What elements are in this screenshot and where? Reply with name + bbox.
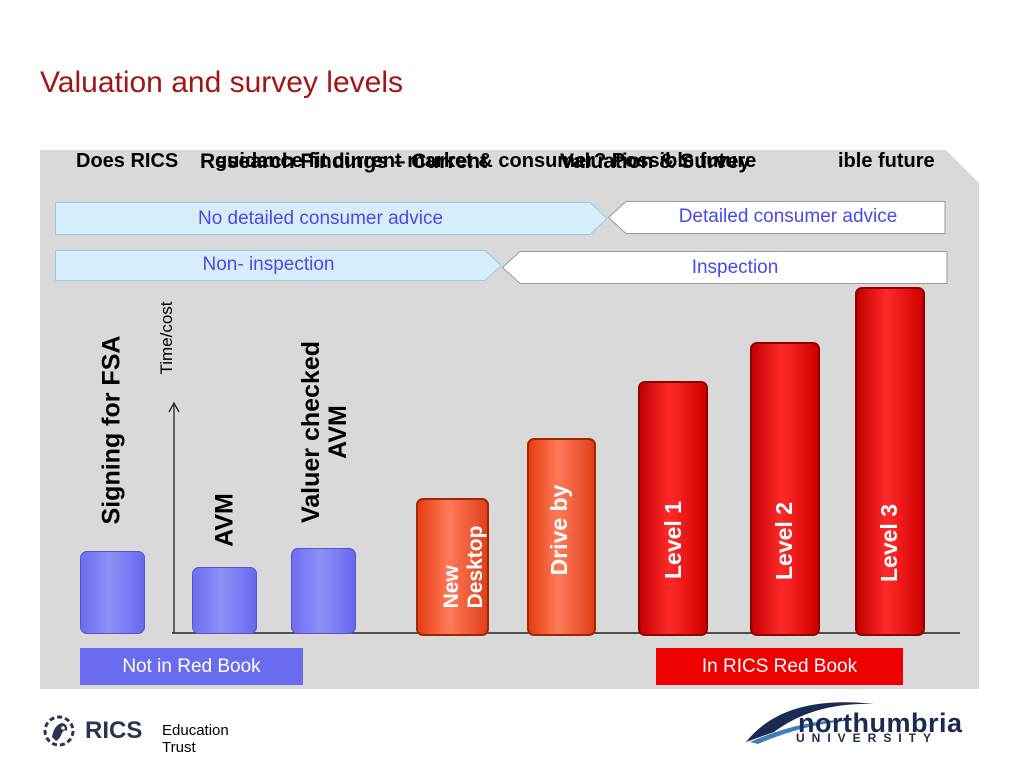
label-avm: AVM (210, 493, 239, 547)
label-signing-fsa: Signing for FSA (97, 335, 126, 525)
bar-valuer-checked-avm (291, 548, 356, 634)
label-desktop-line1: New (440, 565, 463, 609)
university-wordmark: UNIVERSITY (796, 731, 939, 745)
rics-wordmark: RICS (85, 717, 143, 744)
in-rics-red-book-box: In RICS Red Book (656, 648, 903, 685)
label-valuer-line2: AVM (324, 405, 352, 459)
label-new-desktop: New Desktop (440, 526, 488, 609)
label-level-2: Level 2 (771, 502, 797, 580)
no-advice-arrow: No detailed consumer advice (55, 202, 608, 235)
bar-level-3 (855, 287, 925, 636)
header-left-text: Does RICS (76, 150, 179, 172)
header-overlap-research: Research Findings – Current (200, 150, 488, 173)
header-overlap-guidance: guidance fit current market & consumer? … (215, 150, 757, 172)
slide-title: Valuation and survey levels (40, 66, 403, 99)
inspection-arrow: Inspection (501, 251, 948, 284)
non-inspection-label: Non- inspection (202, 254, 335, 275)
bar-drive-by (527, 438, 596, 636)
non-inspection-arrow: Non- inspection (55, 250, 502, 281)
label-desktop-line2: Desktop (464, 525, 487, 609)
axis-label-time-cost: Time/cost (157, 301, 176, 375)
label-level-1: Level 1 (660, 501, 686, 579)
bar-new-desktop (416, 498, 489, 636)
detailed-advice-arrow: Detailed consumer advice (607, 201, 946, 234)
detailed-advice-label: Detailed consumer advice (678, 206, 898, 227)
bar-signing-fsa (80, 551, 145, 634)
bar-avm (192, 567, 257, 634)
rics-lion-icon (43, 715, 75, 747)
header-overlap-valuation: Valuation & Survey (560, 150, 751, 173)
label-valuer-checked-avm: Valuer checked AVM (297, 340, 352, 524)
label-drive-by: Drive by (546, 484, 572, 576)
inspection-label: Inspection (691, 257, 779, 278)
label-valuer-line1: Valuer checked (297, 340, 325, 524)
no-advice-label: No detailed consumer advice (197, 208, 444, 229)
not-in-red-book-box: Not in Red Book (80, 648, 303, 685)
panel-corner-cut (946, 150, 979, 183)
bar-level-1 (638, 381, 708, 636)
northumbria-swoosh-icon (746, 702, 874, 744)
header-right-text: ible future (836, 150, 935, 173)
bar-level-2 (750, 342, 820, 636)
education-trust-text: Education Trust (162, 722, 229, 756)
northumbria-wordmark: northumbria (798, 708, 963, 738)
label-level-3: Level 3 (876, 504, 902, 582)
